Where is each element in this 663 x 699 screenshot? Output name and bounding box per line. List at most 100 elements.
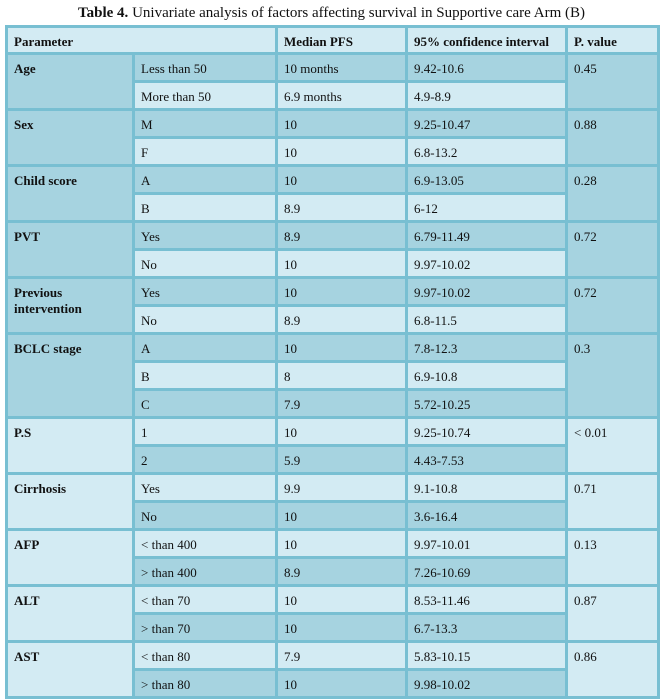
parameter-cell: PVT bbox=[5, 220, 135, 279]
table-label: Table 4. bbox=[78, 5, 129, 21]
parameter-cell: ALT bbox=[5, 584, 135, 643]
table-row: 2 5.9 4.43-7.53 bbox=[7, 444, 659, 475]
subgroup-cell: < than 70 bbox=[132, 584, 278, 615]
median-pfs-cell: 10 months bbox=[275, 52, 408, 83]
ci-cell: 3.6-16.4 bbox=[405, 500, 568, 531]
ci-cell: 6.79-11.49 bbox=[405, 220, 568, 251]
p-value-cell: 0.72 bbox=[565, 276, 660, 335]
parameter-cell: AST bbox=[5, 640, 135, 699]
table-row: Previous intervention Yes 10 9.97-10.02 0.72 bbox=[5, 276, 660, 335]
ci-cell: 7.26-10.69 bbox=[405, 556, 568, 587]
p-value-cell: 0.87 bbox=[565, 584, 660, 643]
subgroup-cell: B bbox=[132, 192, 278, 223]
ci-cell: 4.43-7.53 bbox=[405, 444, 568, 475]
table-row: B 8 6.9-10.8 bbox=[7, 360, 659, 391]
header-row: Parameter Median PFS 95% confidence inte… bbox=[5, 25, 660, 55]
median-pfs-cell: 10 bbox=[275, 136, 408, 167]
median-pfs-cell: 6.9 months bbox=[275, 80, 408, 111]
table-row: No 8.9 6.8-11.5 bbox=[7, 304, 659, 335]
table-row: > than 400 8.9 7.26-10.69 bbox=[7, 556, 659, 587]
table-row: No 10 3.6-16.4 bbox=[7, 500, 659, 531]
table-row: Cirrhosis Yes 9.9 9.1-10.8 0.71 bbox=[5, 472, 660, 531]
table-row: AST < than 80 7.9 5.83-10.15 0.86 bbox=[5, 640, 660, 699]
univariate-table: Parameter Median PFS 95% confidence inte… bbox=[5, 25, 660, 699]
ci-cell: 9.97-10.02 bbox=[405, 248, 568, 279]
parameter-cell: Previous intervention bbox=[5, 276, 135, 335]
table-row: Age Less than 50 10 months 9.42-10.6 0.45 bbox=[5, 52, 660, 111]
parameter-cell: Age bbox=[5, 52, 135, 111]
p-value-cell: 0.45 bbox=[565, 52, 660, 111]
median-pfs-cell: 10 bbox=[275, 108, 408, 139]
subgroup-cell: Yes bbox=[132, 472, 278, 503]
subgroup-cell: < than 400 bbox=[132, 528, 278, 559]
table-row: F 10 6.8-13.2 bbox=[7, 136, 659, 167]
ci-cell: 9.42-10.6 bbox=[405, 52, 568, 83]
table-row: Sex M 10 9.25-10.47 0.88 bbox=[5, 108, 660, 167]
ci-cell: 6.8-11.5 bbox=[405, 304, 568, 335]
median-pfs-cell: 7.9 bbox=[275, 388, 408, 419]
table-row: BCLC stage A 10 7.8-12.3 0.3 bbox=[5, 332, 660, 419]
header-parameter: Parameter bbox=[5, 25, 278, 55]
parameter-cell: AFP bbox=[5, 528, 135, 587]
header-ci: 95% confidence interval bbox=[405, 25, 568, 55]
median-pfs-cell: 8 bbox=[275, 360, 408, 391]
table-row: C 7.9 5.72-10.25 bbox=[7, 388, 659, 419]
median-pfs-cell: 10 bbox=[275, 500, 408, 531]
ci-cell: 9.97-10.02 bbox=[405, 276, 568, 307]
median-pfs-cell: 10 bbox=[275, 416, 408, 447]
subgroup-cell: No bbox=[132, 248, 278, 279]
subgroup-cell: C bbox=[132, 388, 278, 419]
header-median-pfs: Median PFS bbox=[275, 25, 408, 55]
ci-cell: 4.9-8.9 bbox=[405, 80, 568, 111]
subgroup-cell: No bbox=[132, 304, 278, 335]
median-pfs-cell: 5.9 bbox=[275, 444, 408, 475]
median-pfs-cell: 10 bbox=[275, 612, 408, 643]
table-row: B 8.9 6-12 bbox=[7, 192, 659, 223]
table-row: ALT < than 70 10 8.53-11.46 0.87 bbox=[5, 584, 660, 643]
subgroup-cell: A bbox=[132, 164, 278, 195]
subgroup-cell: No bbox=[132, 500, 278, 531]
table-row: > than 70 10 6.7-13.3 bbox=[7, 612, 659, 643]
ci-cell: 6.7-13.3 bbox=[405, 612, 568, 643]
median-pfs-cell: 10 bbox=[275, 528, 408, 559]
median-pfs-cell: 10 bbox=[275, 276, 408, 307]
median-pfs-cell: 8.9 bbox=[275, 192, 408, 223]
header-p-value: P. value bbox=[565, 25, 660, 55]
subgroup-cell: Less than 50 bbox=[132, 52, 278, 83]
ci-cell: 5.83-10.15 bbox=[405, 640, 568, 671]
table-row: No 10 9.97-10.02 bbox=[7, 248, 659, 279]
parameter-cell: Cirrhosis bbox=[5, 472, 135, 531]
ci-cell: 5.72-10.25 bbox=[405, 388, 568, 419]
subgroup-cell: > than 400 bbox=[132, 556, 278, 587]
table-row: AFP < than 400 10 9.97-10.01 0.13 bbox=[5, 528, 660, 587]
subgroup-cell: A bbox=[132, 332, 278, 363]
parameter-cell: Child score bbox=[5, 164, 135, 223]
median-pfs-cell: 10 bbox=[275, 668, 408, 699]
ci-cell: 6.9-10.8 bbox=[405, 360, 568, 391]
ci-cell: 7.8-12.3 bbox=[405, 332, 568, 363]
subgroup-cell: Yes bbox=[132, 220, 278, 251]
median-pfs-cell: 10 bbox=[275, 332, 408, 363]
ci-cell: 6.8-13.2 bbox=[405, 136, 568, 167]
ci-cell: 9.25-10.47 bbox=[405, 108, 568, 139]
table-title: Univariate analysis of factors affecting… bbox=[128, 5, 585, 21]
parameter-cell: P.S bbox=[5, 416, 135, 475]
p-value-cell: 0.28 bbox=[565, 164, 660, 223]
table-caption: Table 4. Univariate analysis of factors … bbox=[0, 3, 663, 23]
table-row: P.S 1 10 9.25-10.74 < 0.01 bbox=[5, 416, 660, 475]
median-pfs-cell: 9.9 bbox=[275, 472, 408, 503]
parameter-cell: BCLC stage bbox=[5, 332, 135, 419]
median-pfs-cell: 7.9 bbox=[275, 640, 408, 671]
subgroup-cell: M bbox=[132, 108, 278, 139]
ci-cell: 9.25-10.74 bbox=[405, 416, 568, 447]
subgroup-cell: 1 bbox=[132, 416, 278, 447]
p-value-cell: < 0.01 bbox=[565, 416, 660, 475]
subgroup-cell: > than 80 bbox=[132, 668, 278, 699]
subgroup-cell: > than 70 bbox=[132, 612, 278, 643]
ci-cell: 6.9-13.05 bbox=[405, 164, 568, 195]
p-value-cell: 0.88 bbox=[565, 108, 660, 167]
p-value-cell: 0.71 bbox=[565, 472, 660, 531]
median-pfs-cell: 10 bbox=[275, 164, 408, 195]
ci-cell: 9.97-10.01 bbox=[405, 528, 568, 559]
median-pfs-cell: 8.9 bbox=[275, 556, 408, 587]
